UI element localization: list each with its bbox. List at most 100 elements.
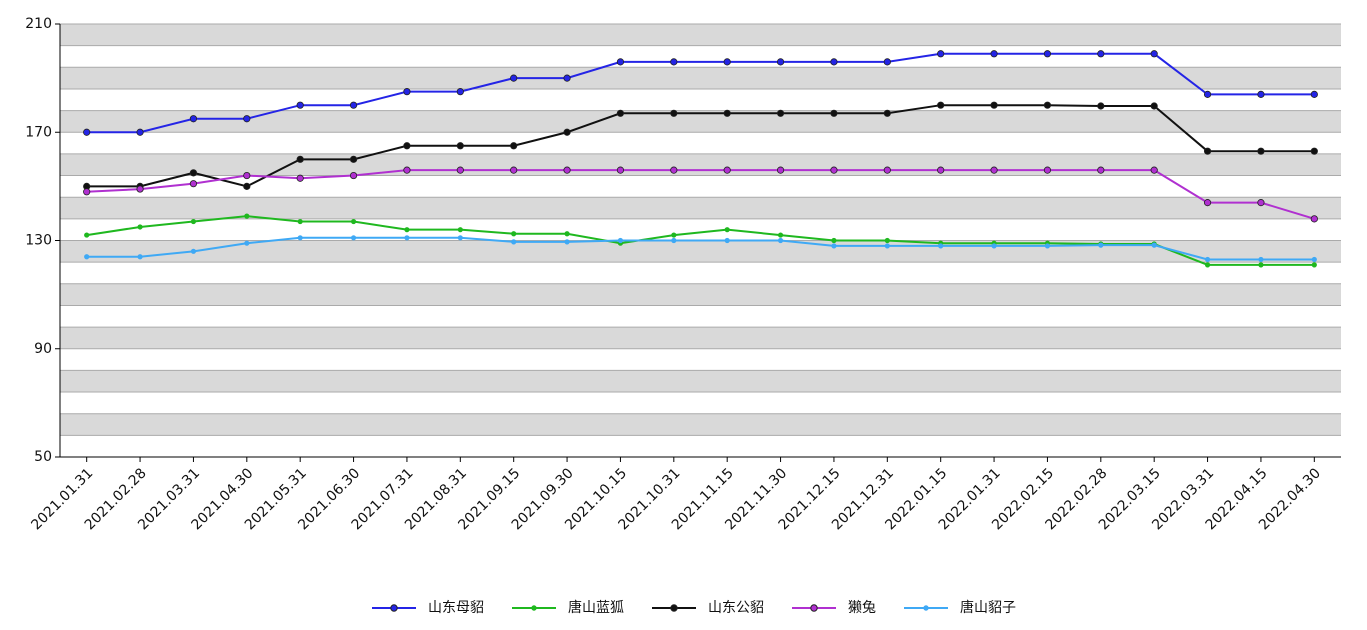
data-point [938, 243, 944, 249]
data-point [189, 180, 198, 188]
data-point [456, 88, 464, 96]
legend-label: 獭兔 [848, 600, 876, 616]
data-point [403, 88, 411, 96]
legend-marker [670, 604, 678, 612]
data-point [84, 254, 90, 260]
data-point [1310, 90, 1318, 98]
grid-band [60, 67, 1341, 89]
data-point [563, 128, 571, 136]
data-point [830, 166, 838, 174]
legend-marker [390, 604, 398, 612]
data-point [883, 58, 891, 66]
data-point [297, 218, 303, 225]
y-tick-label: 130 [25, 233, 52, 249]
data-point [724, 227, 730, 233]
data-point [616, 166, 625, 174]
data-point [511, 239, 517, 245]
data-point [1258, 262, 1264, 268]
data-point [243, 182, 251, 190]
grid-band [60, 110, 1341, 133]
grid-band [60, 370, 1341, 393]
data-point [617, 237, 624, 244]
data-point [243, 115, 251, 123]
data-point [1150, 166, 1158, 174]
data-point [403, 166, 411, 174]
data-point [723, 166, 731, 174]
data-point [990, 101, 998, 109]
data-point [884, 243, 890, 249]
grid-band [60, 24, 1341, 46]
data-point [564, 239, 570, 245]
data-point [776, 58, 785, 66]
data-point [296, 155, 304, 163]
data-point [189, 115, 198, 123]
series-line [86, 169, 1315, 220]
data-point [724, 237, 730, 244]
data-point [883, 109, 891, 117]
data-point [137, 254, 143, 260]
data-point [1097, 166, 1105, 174]
data-point [1150, 50, 1158, 58]
data-point [723, 58, 731, 66]
legend-marker [810, 604, 818, 612]
data-point [296, 174, 304, 182]
data-point [563, 74, 571, 82]
legend-label: 唐山貂子 [960, 599, 1016, 616]
data-point [831, 237, 837, 244]
data-point [136, 185, 144, 193]
data-point [457, 235, 463, 241]
data-point [991, 243, 997, 249]
data-point [883, 166, 891, 174]
data-point [403, 142, 411, 150]
data-point [1043, 101, 1052, 109]
data-point [1203, 199, 1212, 207]
data-point [296, 101, 304, 109]
data-point [1044, 243, 1051, 249]
data-point [136, 128, 144, 136]
y-tick-label: 210 [25, 16, 52, 32]
data-point [244, 213, 250, 219]
data-point [510, 142, 518, 150]
data-point [937, 101, 945, 109]
data-point [1097, 50, 1105, 58]
data-point [1204, 262, 1211, 268]
legend-marker [923, 605, 929, 611]
series-line [86, 104, 1315, 188]
data-point [350, 235, 357, 241]
data-point [510, 166, 518, 174]
data-point [84, 232, 90, 238]
data-point [456, 166, 464, 174]
data-point [1097, 102, 1105, 110]
data-point [349, 101, 358, 109]
data-point [510, 74, 518, 82]
data-point [1257, 90, 1265, 98]
data-point [243, 171, 251, 180]
series-line [86, 236, 1315, 261]
data-point [244, 240, 250, 246]
grid-band [60, 413, 1341, 436]
data-point [1043, 166, 1052, 174]
data-point [1151, 242, 1157, 248]
legend-label: 山东母貂 [428, 600, 484, 616]
data-point [670, 166, 678, 174]
data-point [456, 142, 464, 150]
data-point [776, 109, 785, 117]
data-point [830, 109, 838, 117]
data-point [457, 227, 463, 233]
data-point [190, 248, 197, 254]
data-point [83, 128, 91, 136]
data-point [563, 166, 571, 174]
data-point [990, 50, 998, 58]
series-line [86, 52, 1315, 134]
data-point [1311, 256, 1317, 263]
data-point [1258, 256, 1264, 263]
data-point [831, 243, 837, 249]
data-point [1310, 215, 1318, 223]
data-point [1310, 147, 1318, 155]
legend-marker [531, 605, 537, 611]
data-point [1311, 262, 1317, 268]
data-point [83, 188, 91, 196]
data-point [349, 171, 358, 180]
data-point [777, 237, 784, 244]
